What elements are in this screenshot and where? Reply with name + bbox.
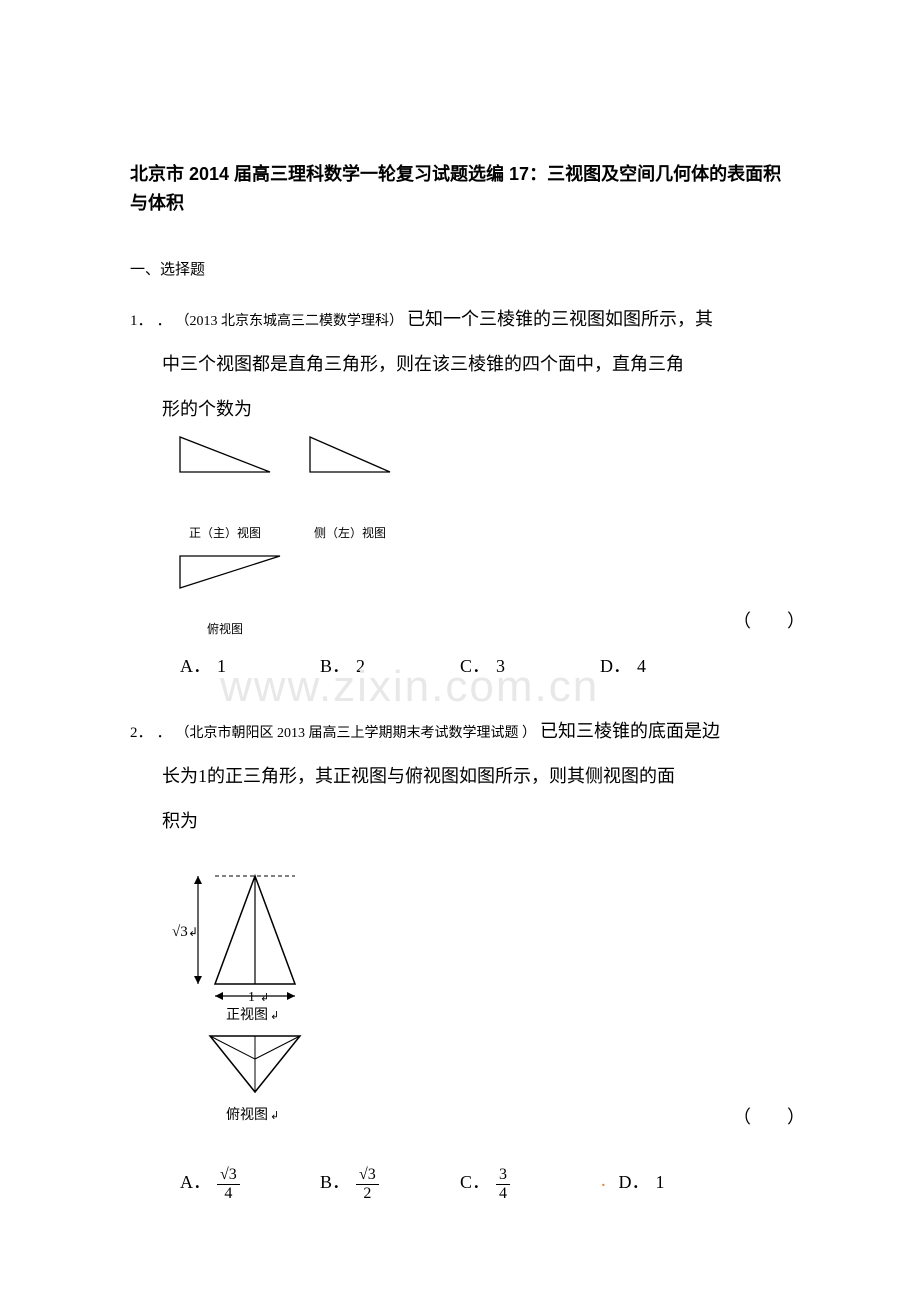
q2-answer-paren: （ ） — [733, 1095, 805, 1140]
q2-opt-b-den: 2 — [360, 1185, 374, 1202]
q2-svg: √3 ↲ 1 ↲ 正视图 ↲ 俯视图 ↲ — [170, 864, 370, 1134]
q1-opt-c-val: 3 — [496, 644, 505, 689]
section-header: 一、选择题 — [130, 258, 790, 279]
q1-answer-paren: （ ） — [733, 599, 805, 644]
q2-option-d: ． D． 1 — [600, 1160, 700, 1205]
q1-body-3: 形的个数为 — [130, 387, 790, 432]
q1-front-label: 正（主）视图 — [170, 518, 280, 548]
q2-option-b: B． √3 2 — [320, 1160, 460, 1205]
q2-opt-b-num: √3 — [356, 1167, 379, 1185]
q2-opt-b-frac: √3 2 — [356, 1167, 379, 1202]
svg-text:俯视图: 俯视图 — [226, 1107, 268, 1123]
q2-option-c: C． 3 4 — [460, 1160, 600, 1205]
q1-views-top-row — [170, 432, 430, 502]
q1-opt-a-val: 1 — [217, 644, 226, 689]
q2-opt-a-num: √3 — [217, 1167, 240, 1185]
dot-icon: ． — [600, 1165, 614, 1200]
q1-option-c: C．3 — [460, 644, 600, 689]
svg-text:↲: ↲ — [188, 925, 198, 939]
q2-opt-a-den: 4 — [221, 1185, 235, 1202]
q1-dot: ． — [157, 303, 172, 341]
svg-text:√3: √3 — [172, 924, 188, 940]
q2-opt-c-num: 3 — [496, 1167, 510, 1185]
q2-opt-c-frac: 3 4 — [496, 1167, 510, 1202]
svg-text:正视图: 正视图 — [226, 1007, 268, 1023]
q2-body-3: 积为 — [130, 799, 790, 844]
q1-top-label: 俯视图 — [170, 614, 280, 644]
q2-opt-d-val: 1 — [656, 1160, 665, 1205]
q1-diagram: 正（主）视图 侧（左）视图 俯视图 （ ） — [130, 432, 790, 644]
q2-body-2: 长为1的正三角形，其正视图与俯视图如图所示，则其侧视图的面 — [130, 754, 790, 799]
q1-side-label: 侧（左）视图 — [295, 518, 405, 548]
q2-source: （北京市朝阳区 2013 届高三上学期期末考试数学理试题 ） — [176, 726, 537, 741]
q1-body-1: 已知一个三棱锥的三视图如图所示，其 — [407, 309, 713, 329]
q2-diagram: √3 ↲ 1 ↲ 正视图 ↲ 俯视图 ↲ （ ） — [130, 864, 790, 1150]
q1-opt-b-val: 2 — [356, 644, 365, 689]
q1-views-bottom — [170, 548, 300, 598]
svg-text:↲: ↲ — [270, 1110, 279, 1122]
q1-opt-d-val: 4 — [637, 644, 646, 689]
document-title: 北京市 2014 届高三理科数学一轮复习试题选编 17：三视图及空间几何体的表面… — [130, 160, 790, 218]
q2-option-a: A． √3 4 — [180, 1160, 320, 1205]
q2-dot: ． — [157, 715, 172, 753]
q2-number: 2． — [130, 715, 153, 753]
question-2: 2． ． （北京市朝阳区 2013 届高三上学期期末考试数学理试题 ） 已知三棱… — [130, 709, 790, 1205]
q2-opt-c-den: 4 — [496, 1185, 510, 1202]
q1-source: （2013 北京东城高三二模数学理科） — [176, 314, 404, 329]
q1-number: 1． — [130, 303, 153, 341]
svg-text:↲: ↲ — [270, 1010, 279, 1022]
q1-body-2: 中三个视图都是直角三角形，则在该三棱锥的四个面中，直角三角 — [130, 342, 790, 387]
q1-option-d: D．4 — [600, 644, 740, 689]
q1-option-a: A．1 — [180, 644, 320, 689]
q2-body-1: 已知三棱锥的底面是边 — [540, 721, 720, 741]
question-1: 1． ． （2013 北京东城高三二模数学理科） 已知一个三棱锥的三视图如图所示… — [130, 297, 790, 689]
svg-text:↲: ↲ — [260, 992, 269, 1004]
svg-text:1: 1 — [248, 990, 255, 1005]
q2-opt-a-frac: √3 4 — [217, 1167, 240, 1202]
q1-option-b: B．2 — [320, 644, 460, 689]
